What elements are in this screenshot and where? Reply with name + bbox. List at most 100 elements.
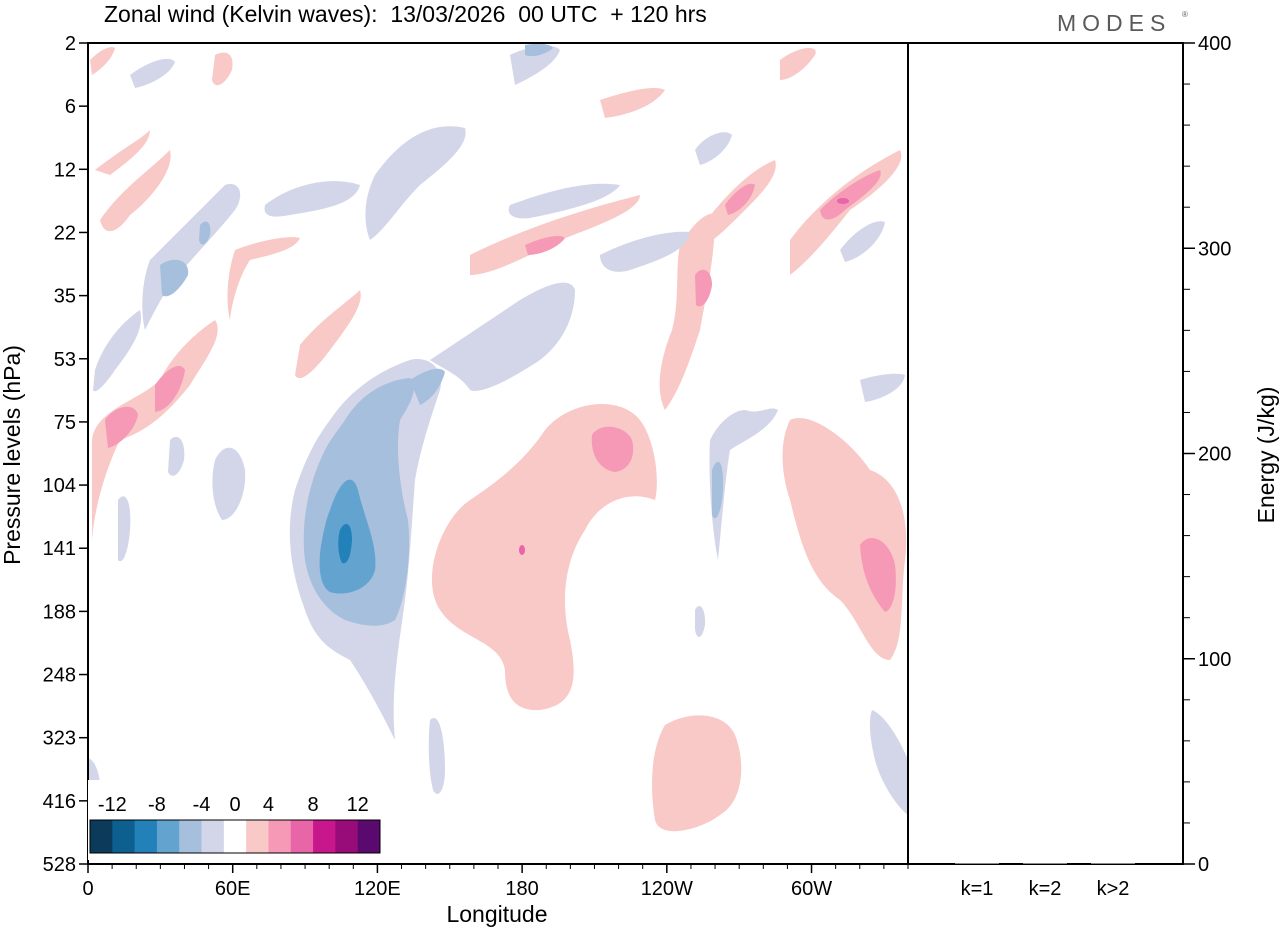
colorbar-swatch	[201, 820, 225, 853]
positive-peak-pacific	[519, 545, 525, 555]
colorbar-label: -4	[193, 794, 211, 816]
energy-bars: k=1 k=2 k>2	[955, 863, 1135, 900]
colorbar-swatch	[290, 820, 314, 853]
chart-title: Zonal wind (Kelvin waves): 13/03/2026 00…	[104, 1, 707, 27]
negative-region-top-2	[264, 181, 360, 217]
positive-streak-mid-2	[295, 290, 361, 379]
negative-region-east-4	[709, 408, 778, 560]
positive-streak-west-1	[92, 320, 218, 540]
colorbar-swatch	[179, 820, 203, 853]
x-axis: 0 60E 120E 180 120W 60W	[82, 864, 909, 900]
brand-registered-mark: ®	[1182, 10, 1188, 19]
energy-category-label: k=2	[1029, 878, 1062, 900]
negative-mid-top	[525, 43, 553, 57]
energy-category-label: k>2	[1097, 878, 1130, 900]
negative-mid-indian-top	[410, 368, 445, 405]
positive-anomaly-peaks	[519, 198, 849, 555]
energy-category-label: k=1	[961, 878, 994, 900]
colorbar-swatch	[156, 820, 180, 853]
negative-region-top-1	[365, 126, 466, 240]
y-axis-title: Pressure levels (hPa)	[0, 345, 25, 565]
x-tick-label: 180	[505, 878, 538, 900]
colorbar-swatch	[246, 820, 269, 853]
positive-core-west-1	[105, 406, 138, 448]
energy-axis: 0 100 200 300 400	[1183, 33, 1231, 876]
negative-region-top-5	[510, 45, 560, 85]
y-tick-label: 2	[65, 33, 76, 55]
energy-bar	[1091, 863, 1135, 864]
x-tick-label: 120W	[641, 878, 693, 900]
negative-region-west-spot-1	[212, 447, 246, 520]
colorbar-swatch	[134, 820, 158, 853]
positive-streak-top-3	[780, 48, 816, 80]
colorbar-label: 12	[347, 794, 369, 816]
negative-region-lower-east	[869, 710, 908, 815]
positive-core-mid	[525, 235, 565, 255]
energy-panel-frame	[907, 42, 1184, 865]
colorbar-label: 4	[263, 794, 274, 816]
negative-region-top-3	[508, 183, 620, 219]
x-tick-label: 120E	[354, 878, 401, 900]
colorbar-label: -8	[148, 794, 166, 816]
energy-tick-label: 400	[1198, 33, 1231, 55]
positive-core-mid-2	[695, 269, 712, 307]
negative-region-mid-east	[600, 231, 690, 272]
colorbar-swatch	[313, 820, 336, 853]
positive-streak-top-2	[212, 52, 233, 86]
energy-axis-title: Energy (J/kg)	[1253, 387, 1279, 524]
negative-mid-west-2	[199, 221, 211, 245]
y-tick-label: 528	[43, 854, 76, 876]
positive-region-central-pacific	[431, 403, 657, 711]
y-tick-label: 248	[43, 665, 76, 687]
negative-region-west-spot-2	[118, 496, 131, 562]
y-tick-label: 35	[54, 286, 76, 308]
energy-tick-label: 300	[1198, 238, 1231, 260]
y-tick-label: 104	[43, 475, 76, 497]
x-tick-label: 0	[82, 878, 93, 900]
y-tick-label: 75	[54, 412, 76, 434]
brand-logo: MODES	[1057, 10, 1172, 36]
y-tick-label: 141	[43, 538, 76, 560]
energy-bar	[955, 863, 999, 864]
positive-core-central-pacific	[591, 426, 634, 472]
negative-region-east-5	[695, 605, 706, 637]
positive-region-east-pacific	[782, 418, 907, 660]
negative-region-indian-upper	[430, 282, 575, 391]
positive-streak-mid-4	[659, 213, 715, 410]
positive-streak-top-4	[600, 88, 665, 118]
x-tick-label: 60W	[791, 878, 832, 900]
colorbar-label: -12	[98, 794, 127, 816]
y-tick-label: 188	[43, 601, 76, 623]
colorbar-swatch	[357, 820, 381, 853]
colorbar-swatch	[335, 820, 359, 853]
positive-core-west-2	[155, 365, 185, 412]
negative-mid-east	[712, 461, 724, 519]
x-tick-label: 60E	[215, 878, 251, 900]
colorbar: -12 -8 -4 0 4 8 12	[88, 780, 382, 860]
negative-region-west-spot-3	[168, 436, 185, 476]
negative-region-east-1	[695, 132, 732, 165]
y-tick-label: 416	[43, 791, 76, 813]
negative-region-east-3	[860, 373, 905, 402]
negative-region-east-2	[840, 221, 885, 262]
positive-anomaly-cores	[105, 170, 896, 612]
positive-streak-west-3	[95, 130, 150, 175]
y-axis: 2 6 12 22 35 53 75 104 141 188 248 323 416 528	[43, 33, 88, 876]
negative-region-top-4	[130, 58, 175, 88]
positive-core-east-2	[820, 170, 881, 220]
negative-region-lower-mid	[428, 718, 445, 794]
colorbar-swatch	[223, 820, 247, 853]
positive-core-east-1	[725, 183, 755, 215]
colorbar-swatch	[90, 820, 113, 853]
positive-streak-mid-3	[470, 195, 640, 275]
y-tick-label: 22	[54, 222, 76, 244]
y-tick-label: 323	[43, 728, 76, 750]
y-tick-label: 53	[54, 349, 76, 371]
x-axis-title: Longitude	[446, 901, 547, 927]
negative-very-strong-indian	[338, 524, 352, 564]
negative-mid-west	[160, 259, 189, 297]
contour-field	[88, 43, 908, 832]
energy-tick-label: 200	[1198, 444, 1231, 466]
colorbar-frame	[89, 819, 381, 854]
